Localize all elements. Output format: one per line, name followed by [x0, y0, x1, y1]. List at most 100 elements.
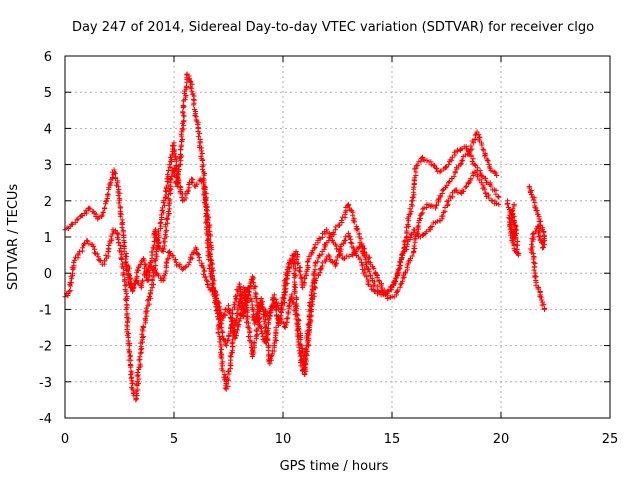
- data-point-trail: [504, 201, 510, 207]
- data-point-trail: [407, 206, 413, 212]
- data-point-trail: [167, 186, 173, 192]
- data-point-trail: [433, 165, 439, 171]
- data-point-trail: [102, 205, 108, 211]
- data-point-trail: [148, 288, 154, 294]
- data-point-trail: [215, 299, 221, 305]
- data-point-trail: [365, 266, 371, 272]
- data-point-trail: [289, 261, 295, 267]
- data-point-trail: [301, 279, 307, 286]
- data-point-trail: [162, 188, 168, 194]
- data-point-trail: [123, 291, 129, 297]
- data-point-trail: [173, 153, 179, 159]
- data-point-trail: [226, 310, 232, 316]
- data-point-trail: [509, 215, 515, 221]
- data-point-trail: [395, 287, 401, 293]
- data-point-trail: [486, 161, 492, 167]
- data-point-trail: [186, 262, 192, 268]
- data-point-trail: [283, 270, 289, 276]
- data-point-trail: [123, 259, 129, 265]
- data-point-trail: [197, 130, 203, 136]
- data-point-trail: [495, 193, 501, 200]
- data-point: [417, 212, 423, 218]
- data-point-trail: [462, 152, 468, 158]
- data-point-trail: [401, 239, 407, 245]
- data-point-trail: [219, 363, 226, 369]
- y-axis-label: SDTVAR / TECUs: [6, 184, 21, 291]
- chart-title: Day 247 of 2014, Sidereal Day-to-day VTE…: [72, 20, 594, 35]
- data-point-trail: [275, 302, 281, 309]
- data-point-trail: [202, 197, 209, 203]
- data-point-trail: [485, 158, 491, 164]
- data-point-trail: [301, 371, 307, 377]
- data-point-trail: [87, 206, 93, 212]
- data-point-trail: [148, 263, 154, 269]
- data-point-trail: [182, 96, 188, 103]
- data-point-trail: [112, 227, 118, 233]
- data-point-trail: [273, 325, 279, 331]
- data-point-trail: [279, 300, 285, 306]
- data-point-trail: [417, 215, 423, 221]
- data-point: [332, 227, 338, 233]
- data-point-trail: [278, 309, 285, 316]
- data-point-trail: [192, 112, 198, 119]
- data-point-trail: [265, 337, 271, 343]
- data-point-trail: [177, 190, 183, 196]
- data-point-trail: [121, 272, 127, 278]
- data-point: [201, 183, 208, 189]
- data-point-trail: [273, 338, 279, 344]
- data-point-trail: [251, 285, 257, 292]
- data-point-trail: [172, 150, 178, 156]
- data-point-trail: [295, 254, 301, 260]
- y-tick-label: -4: [39, 412, 52, 427]
- data-point-trail: [232, 304, 238, 310]
- data-point-trail: [469, 146, 475, 152]
- data-point-trail: [137, 354, 143, 360]
- data-point: [446, 162, 452, 168]
- data-point-trail: [227, 353, 233, 359]
- x-axis-label: GPS time / hours: [280, 459, 389, 474]
- data-point-trail: [413, 232, 419, 238]
- x-tick-label: 20: [493, 432, 510, 447]
- data-point: [79, 245, 86, 251]
- data-point-trail: [195, 133, 202, 140]
- data-point-trail: [508, 217, 514, 223]
- data-point-trail: [476, 132, 482, 138]
- data-point-trail: [341, 240, 347, 247]
- data-point-trail: [533, 207, 539, 214]
- data-point: [181, 104, 187, 110]
- data-point-trail: [433, 166, 440, 172]
- data-point-trail: [94, 251, 100, 257]
- data-point-trail: [294, 261, 301, 267]
- data-point-trail: [435, 197, 441, 203]
- data-point: [511, 201, 517, 208]
- data-point-trail: [173, 165, 179, 171]
- data-point-trail: [360, 262, 366, 268]
- data-point-trail: [299, 274, 305, 280]
- data-point-trail: [482, 152, 488, 158]
- data-point-trail: [512, 226, 519, 232]
- data-point-trail: [217, 333, 223, 340]
- data-point-trail: [482, 186, 488, 192]
- data-point-trail: [123, 282, 129, 288]
- data-point-trail: [115, 192, 121, 199]
- data-point-trail: [128, 375, 134, 381]
- data-point-trail: [514, 246, 520, 252]
- data-point-trail: [289, 295, 295, 301]
- data-point-trail: [304, 347, 310, 353]
- data-point: [126, 350, 132, 356]
- data-point-trail: [531, 197, 537, 203]
- data-point-trail: [126, 342, 133, 349]
- data-point-trail: [109, 236, 115, 242]
- data-point-trail: [356, 244, 362, 250]
- data-point-trail: [272, 335, 278, 341]
- data-point-trail: [100, 209, 106, 215]
- data-point-trail: [208, 257, 214, 263]
- data-point-trail: [251, 339, 257, 345]
- data-point-trail: [135, 369, 141, 376]
- data-point: [249, 353, 256, 360]
- data-point-trail: [267, 306, 274, 312]
- data-point-trail: [374, 275, 380, 281]
- data-point-trail: [170, 142, 176, 148]
- data-point-trail: [175, 180, 182, 186]
- data-point-trail: [447, 178, 453, 185]
